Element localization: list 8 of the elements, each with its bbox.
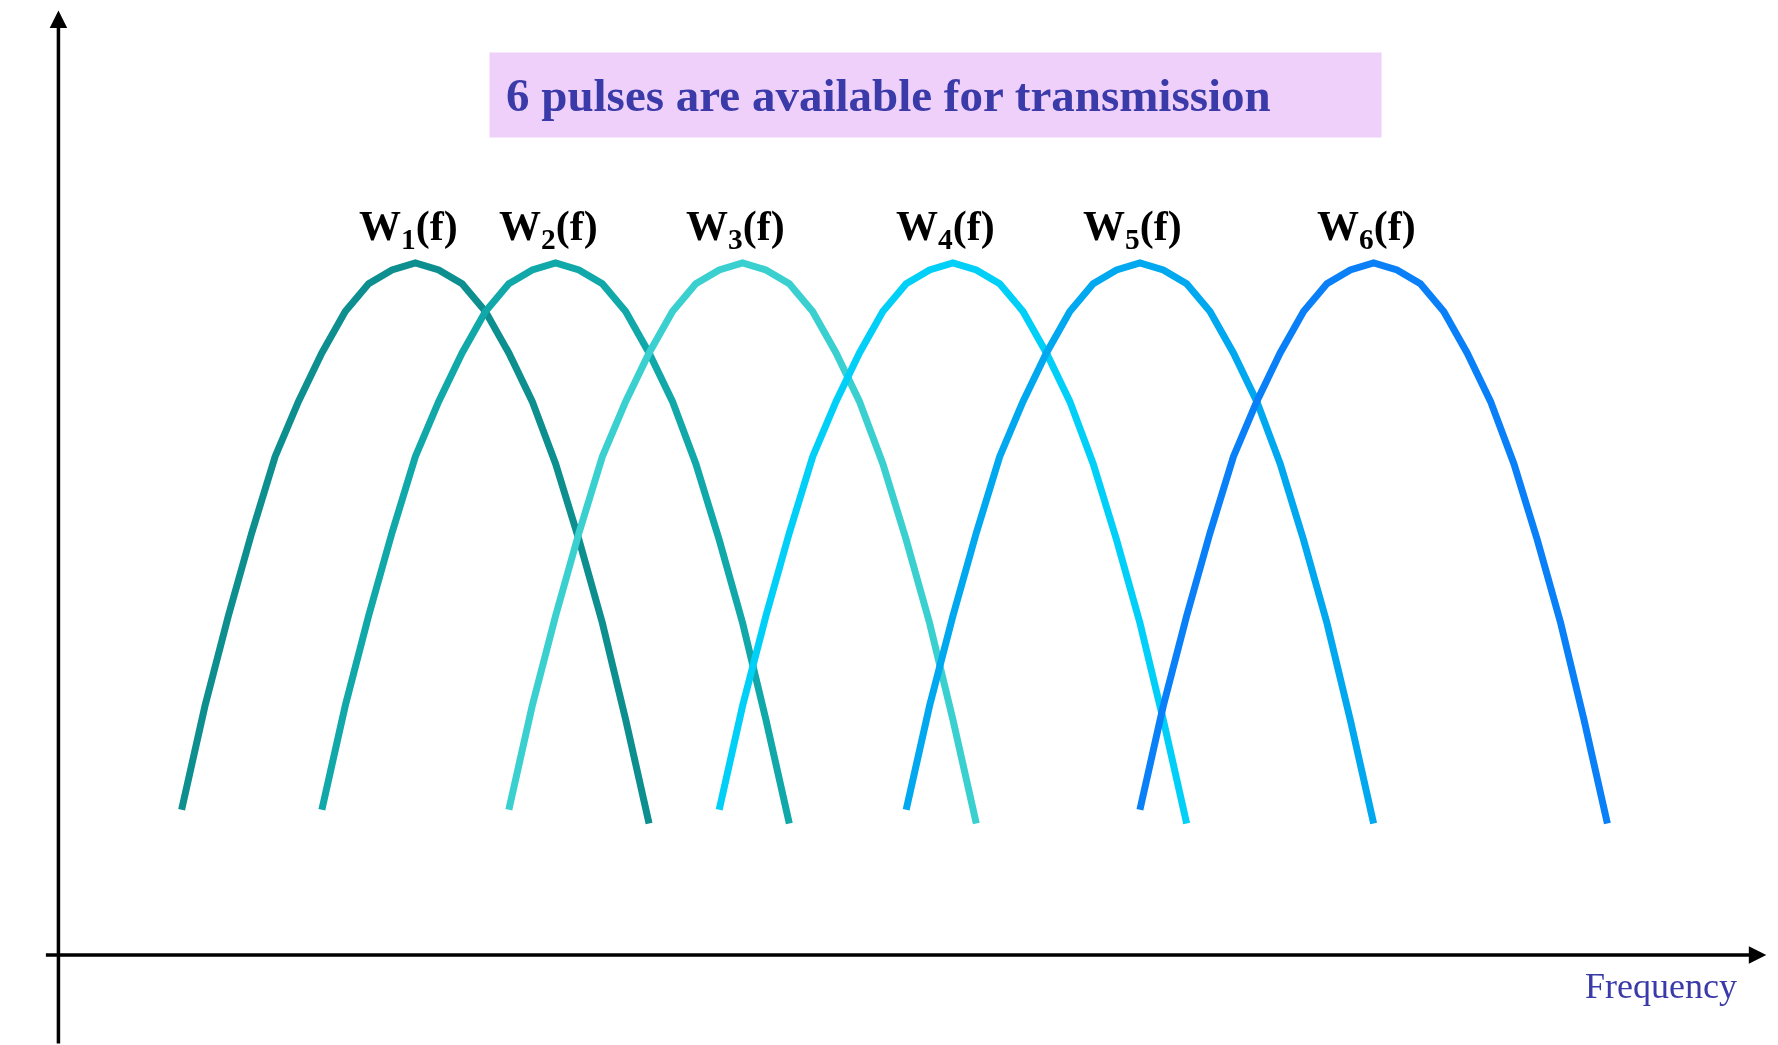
- series-label: W$_{3}$(f): [686, 203, 785, 255]
- chart-title: 6 pulses are available for transmission: [506, 69, 1271, 121]
- series-label: W$_{6}$(f): [1317, 203, 1416, 255]
- series-label: W$_{5}$(f): [1083, 203, 1182, 255]
- series-label: W$_{1}$(f): [359, 203, 458, 255]
- series-label: W$_{2}$(f): [499, 203, 598, 255]
- x-axis-title: Frequency: [1585, 966, 1737, 1006]
- series-label: W$_{4}$(f): [896, 203, 995, 255]
